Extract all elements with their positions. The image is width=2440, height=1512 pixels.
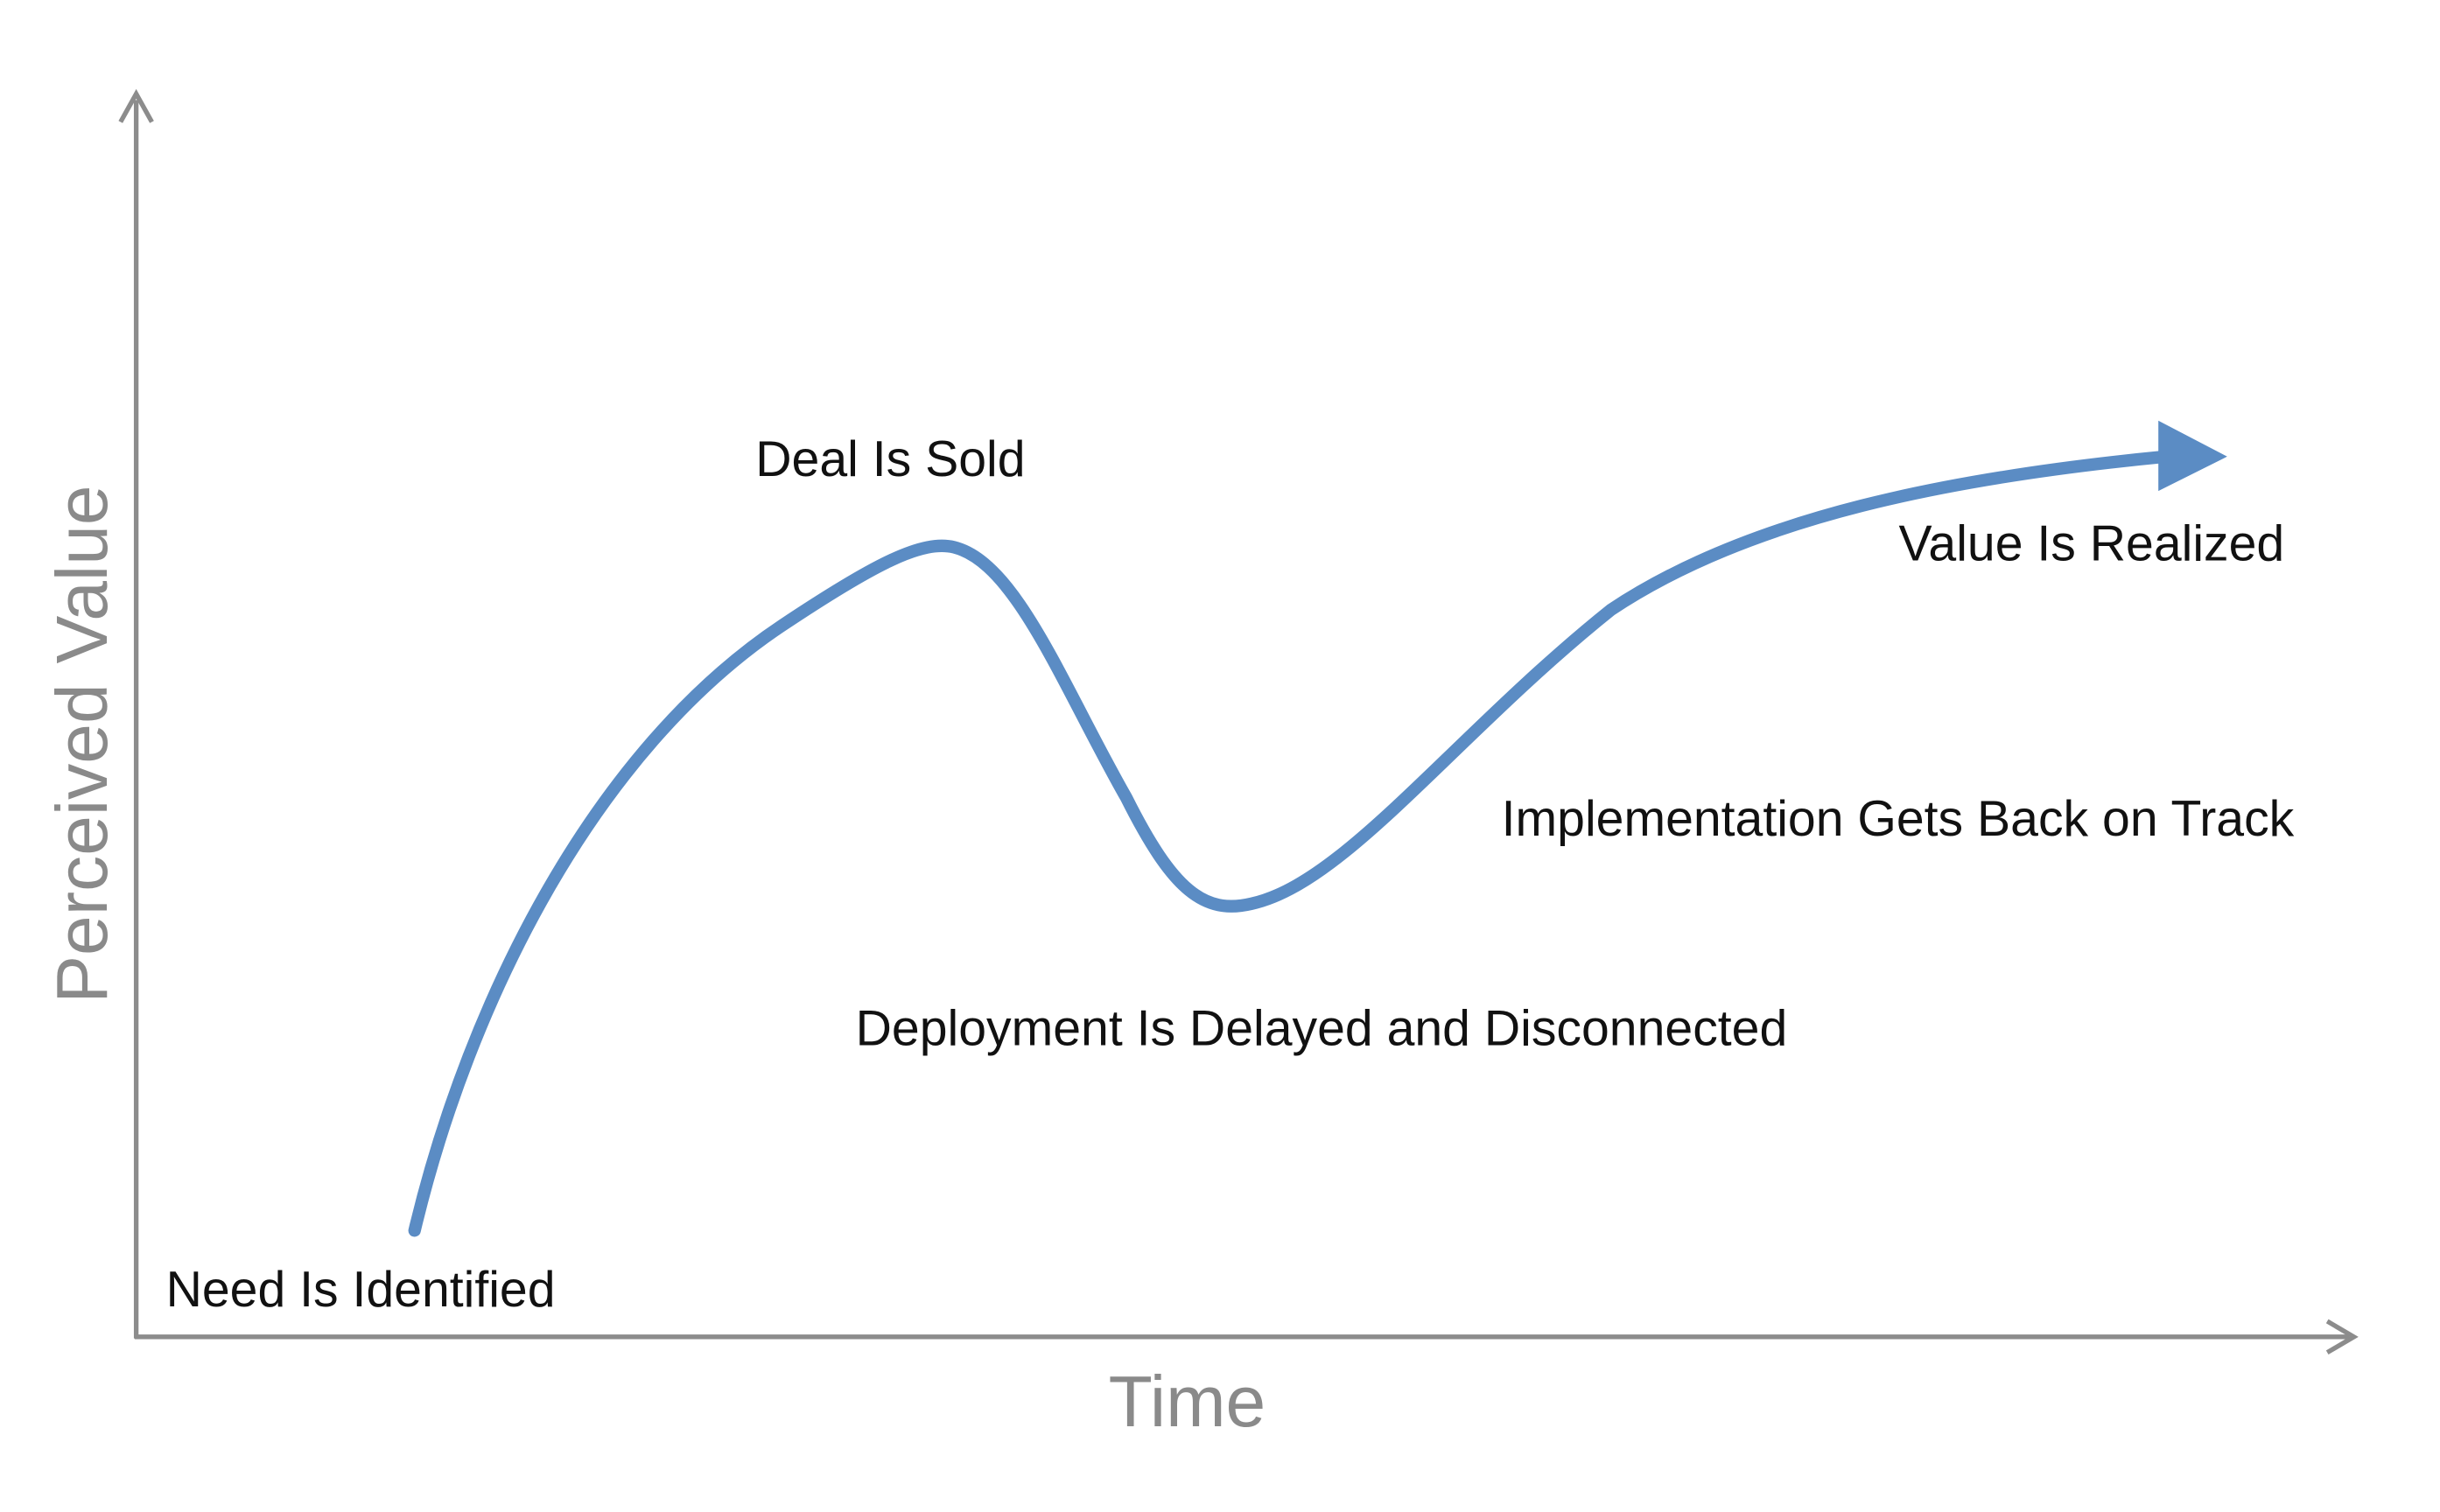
annotation: Value Is Realized [1899,516,2285,572]
x-axis-label: Time [1109,1362,1266,1442]
annotation: Deal Is Sold [755,431,1025,487]
annotation: Deployment Is Delayed and Disconnected [856,1001,1788,1057]
annotation: Implementation Gets Back on Track [1502,791,2295,847]
value-curve [408,450,2173,1237]
y-axis-label: Perceived Value [43,485,123,1003]
annotation: Need Is Identified [166,1262,556,1318]
curve-arrowhead [2158,420,2227,492]
y-axis-arrow [118,88,154,123]
x-axis-arrow [2325,1319,2359,1355]
